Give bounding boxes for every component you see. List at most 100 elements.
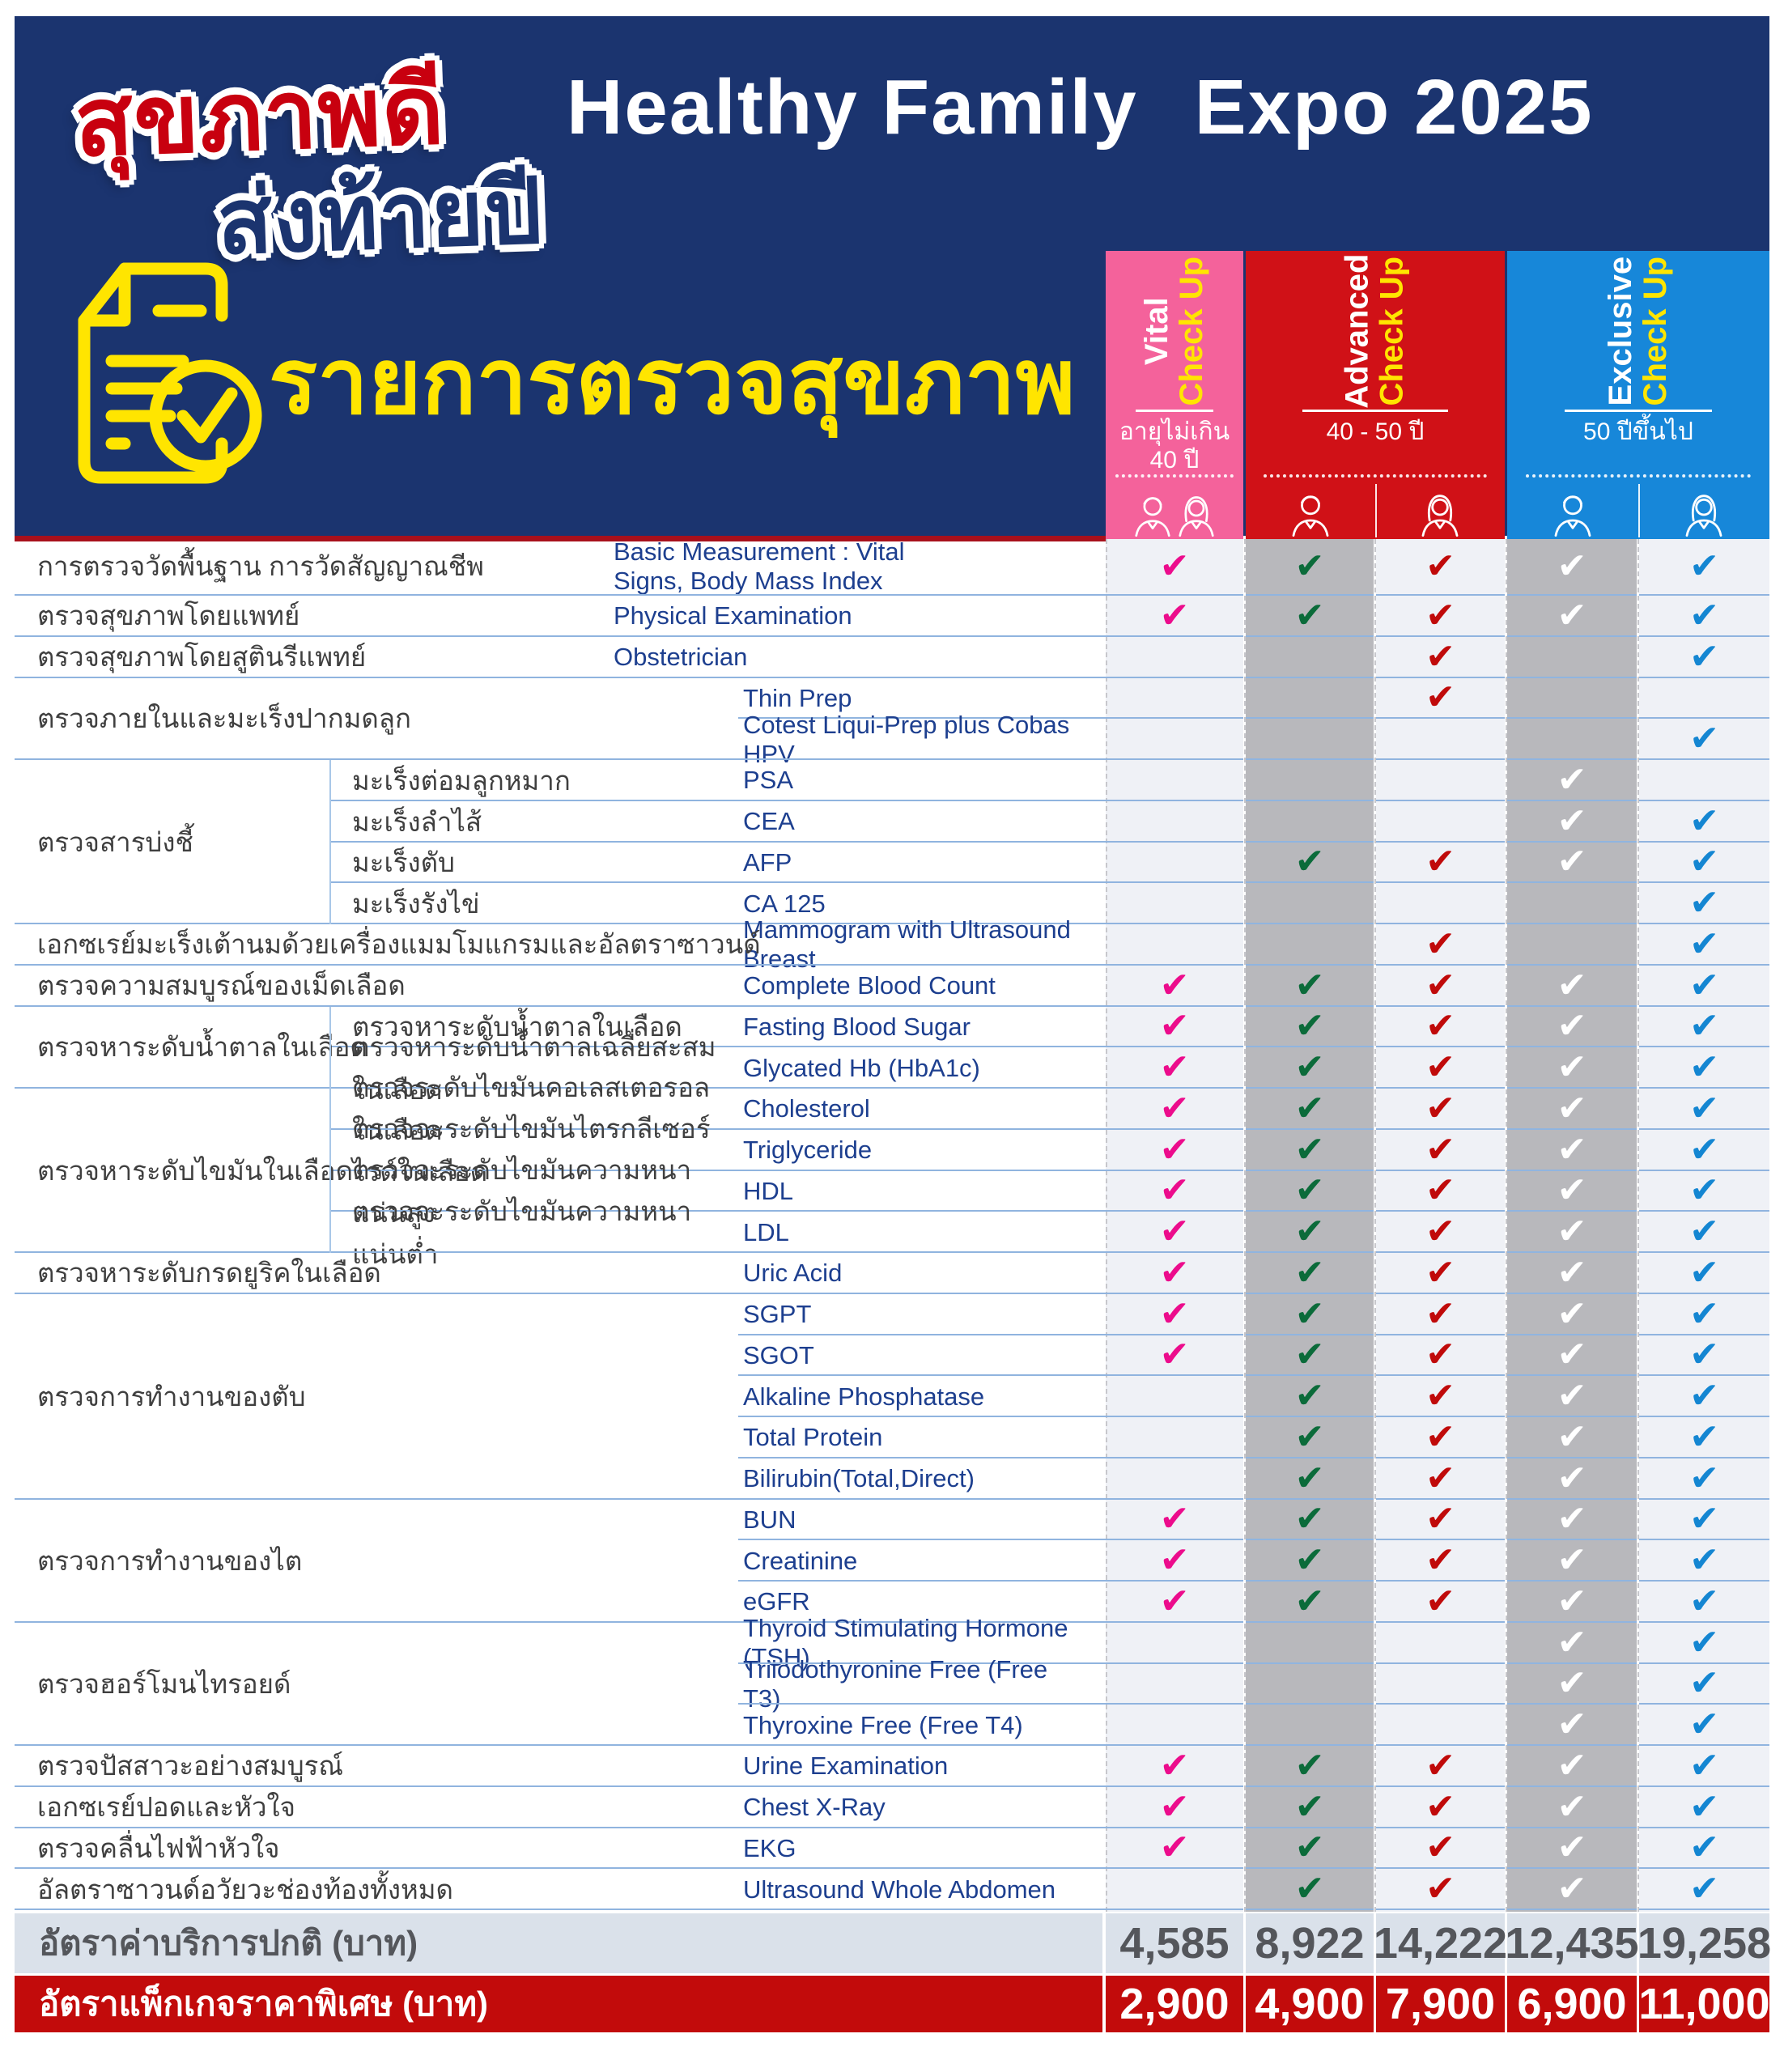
female-icon xyxy=(1681,492,1727,537)
checkmark-exclusive-male: ✔ xyxy=(1507,1623,1637,1664)
row-separator xyxy=(15,1004,1106,1007)
group-vertical-divider xyxy=(329,1089,331,1253)
row-separator xyxy=(329,840,1106,843)
checkmark-advanced-male: ✔ xyxy=(1246,1582,1374,1623)
check-cell-advanced-male xyxy=(1246,924,1374,966)
row-separator xyxy=(329,1169,1106,1171)
row-separator xyxy=(738,1539,1106,1541)
package-age-range: 50 ปีขึ้นไป xyxy=(1583,418,1693,445)
checkmark-advanced-female: ✔ xyxy=(1376,1746,1505,1787)
package-gender-icons xyxy=(1106,484,1243,537)
check-cell-advanced-female xyxy=(1376,1623,1505,1664)
page-title-left: Healthy Family xyxy=(567,64,1138,151)
column-bg-exclusive-male xyxy=(1507,539,1637,1912)
package-gender-icons xyxy=(1246,484,1505,537)
check-cell-advanced-female xyxy=(1376,1705,1505,1746)
special-price-exclusive-female: 11,000 xyxy=(1638,1976,1770,2032)
row-test-name: BUN xyxy=(743,1505,796,1534)
checkmark-exclusive-female: ✔ xyxy=(1639,842,1769,884)
check-cell-vital xyxy=(1106,1664,1243,1705)
logo-line-2: ส่งท้ายปี xyxy=(215,160,545,273)
check-cell-vital xyxy=(1106,843,1243,884)
checkmark-advanced-male: ✔ xyxy=(1246,1212,1374,1253)
checkmark-advanced-female: ✔ xyxy=(1376,1212,1505,1253)
package-underline xyxy=(1136,410,1213,412)
checkmark-exclusive-male: ✔ xyxy=(1507,801,1637,843)
checkmark-vital: ✔ xyxy=(1106,1335,1243,1377)
normal-price-label: อัตราค่าบริการปกติ (บาท) xyxy=(15,1913,1102,1973)
male-female-pair-icon xyxy=(1131,494,1218,537)
checkmark-exclusive-female: ✔ xyxy=(1639,1869,1769,1910)
checkmark-advanced-female: ✔ xyxy=(1376,1376,1505,1417)
check-cell-advanced-male xyxy=(1246,1664,1374,1705)
row-group-label: ตรวจสารบ่งชี้ xyxy=(37,826,193,857)
checkmark-advanced-female: ✔ xyxy=(1376,1540,1505,1582)
check-cell-exclusive-female xyxy=(1639,678,1769,720)
check-cell-exclusive-male xyxy=(1507,637,1637,678)
row-test-name: CA 125 xyxy=(743,889,826,918)
check-cell-advanced-female xyxy=(1376,1664,1505,1705)
package-underline xyxy=(1565,410,1712,412)
checkmark-vital: ✔ xyxy=(1106,966,1243,1007)
checkmark-vital: ✔ xyxy=(1106,1787,1243,1828)
row-group-label: ตรวจความสมบูรณ์ของเม็ดเลือด xyxy=(37,970,406,1001)
group-vertical-divider xyxy=(329,760,331,924)
checkmark-advanced-male: ✔ xyxy=(1246,1376,1374,1417)
row-separator xyxy=(15,1292,1106,1294)
row-separator xyxy=(329,881,1106,884)
row-separator xyxy=(738,1662,1106,1664)
row-separator xyxy=(738,1374,1106,1377)
row-group-label: ตรวจฮอร์โมนไทรอยด์ xyxy=(37,1668,291,1699)
column-dashed-divider xyxy=(1244,539,1246,1912)
checkmark-exclusive-male: ✔ xyxy=(1507,1828,1637,1870)
package-title-rotated: Exclusive Check Up xyxy=(1507,254,1769,408)
checkmark-exclusive-female: ✔ xyxy=(1639,1828,1769,1870)
row-group-label: เอกซเรย์ปอดและหัวใจ xyxy=(37,1792,295,1823)
row-test-name: Total Protein xyxy=(743,1423,883,1452)
checkmark-exclusive-female: ✔ xyxy=(1639,637,1769,678)
check-cell-advanced-male xyxy=(1246,678,1374,720)
checkmark-exclusive-male: ✔ xyxy=(1507,1787,1637,1828)
checkmark-exclusive-female: ✔ xyxy=(1639,1253,1769,1294)
checkmark-exclusive-male: ✔ xyxy=(1507,1130,1637,1171)
check-cell-vital xyxy=(1106,1458,1243,1500)
row-test-name: Fasting Blood Sugar xyxy=(743,1012,971,1041)
checkmark-exclusive-female: ✔ xyxy=(1639,1458,1769,1500)
checkmark-advanced-male: ✔ xyxy=(1246,1130,1374,1171)
column-bg-vital xyxy=(1106,539,1243,1912)
row-test-name: eGFR xyxy=(743,1587,810,1616)
row-separator xyxy=(738,1333,1106,1335)
checkmark-exclusive-male: ✔ xyxy=(1507,1663,1637,1705)
checkmark-advanced-female: ✔ xyxy=(1376,1170,1505,1212)
check-cell-advanced-female xyxy=(1376,883,1505,924)
row-test-name: Physical Examination xyxy=(614,601,852,631)
checkmark-exclusive-female: ✔ xyxy=(1639,924,1769,966)
row-separator xyxy=(15,1087,1106,1089)
row-separator xyxy=(738,1580,1106,1582)
row-separator xyxy=(15,923,1106,924)
checkmark-advanced-female: ✔ xyxy=(1376,1253,1505,1294)
checkmark-advanced-male: ✔ xyxy=(1246,1335,1374,1377)
package-age-range: อายุไม่เกิน 40 ปี xyxy=(1119,418,1230,474)
row-test-name: Urine Examination xyxy=(743,1751,949,1781)
row-test-name: Basic Measurement : Vital Signs, Body Ma… xyxy=(614,537,905,595)
checkmark-exclusive-male: ✔ xyxy=(1507,1705,1637,1746)
row-test-name: Creatinine xyxy=(743,1546,858,1575)
check-cell-vital xyxy=(1106,637,1243,678)
check-cell-advanced-male xyxy=(1246,1623,1374,1664)
check-cell-exclusive-male xyxy=(1507,883,1637,924)
checkmark-vital: ✔ xyxy=(1106,1294,1243,1335)
checkmark-vital: ✔ xyxy=(1106,1006,1243,1048)
row-test-name: Bilirubin(Total,Direct) xyxy=(743,1464,975,1493)
checkmark-exclusive-female: ✔ xyxy=(1639,1623,1769,1664)
row-separator xyxy=(15,1497,1106,1500)
package-title-rotated: Advanced Check Up xyxy=(1246,253,1505,408)
normal-price-exclusive-male: 12,435 xyxy=(1505,1913,1639,1973)
page-title: Healthy Family Expo 2025 xyxy=(567,63,1765,152)
checkmark-advanced-female: ✔ xyxy=(1376,1458,1505,1500)
checkmark-exclusive-male: ✔ xyxy=(1507,1458,1637,1500)
checkmark-exclusive-female: ✔ xyxy=(1639,1417,1769,1458)
checkmark-advanced-male: ✔ xyxy=(1246,1540,1374,1582)
row-test-name: HDL xyxy=(743,1176,794,1205)
checkmark-advanced-female: ✔ xyxy=(1376,677,1505,720)
